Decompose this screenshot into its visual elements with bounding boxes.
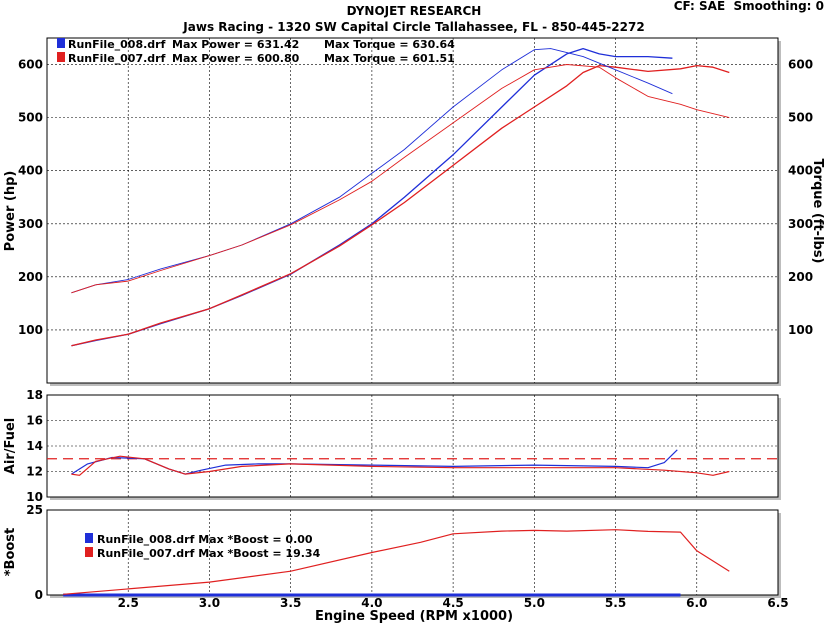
legend-torque-007: Max Torque = 601.51 xyxy=(324,52,455,65)
y-axis-title: Power (hp) xyxy=(3,171,18,252)
power-torque-panel: 100 100 200 200 300 300 400 400 500 500 600 600 Powe… xyxy=(3,37,825,386)
y-tick-label: 25 xyxy=(26,503,43,517)
y2-tick-label: 200 xyxy=(788,270,813,284)
legend-power-007: Max Power = 600.80 xyxy=(172,52,300,65)
y2-tick-label: 500 xyxy=(788,111,813,125)
y-tick-label: 14 xyxy=(26,439,43,453)
boost-legend-swatch-007 xyxy=(85,547,93,557)
boost-frame xyxy=(46,509,779,596)
y2-tick-label: 300 xyxy=(788,217,813,231)
y-tick-label: 0 xyxy=(35,588,43,602)
y2-tick-label: 400 xyxy=(788,164,813,178)
settings-label: CF: SAE Smoothing: 0 xyxy=(674,0,824,13)
y2-tick-label: 100 xyxy=(788,323,813,337)
y-tick-label: 300 xyxy=(18,217,43,231)
boost-legend: RunFile_008.drf Max *Boost = 0.00 RunFil… xyxy=(85,533,321,560)
series-power-line xyxy=(71,64,730,347)
chart-title: DYNOJET RESEARCH xyxy=(347,4,482,18)
boost-legend-008: RunFile_008.drf Max *Boost = 0.00 xyxy=(97,533,313,546)
series-runfile_007-drf-line xyxy=(63,529,730,595)
y2-tick-label: 600 xyxy=(788,58,813,72)
x-tick-label: 5.0 xyxy=(524,596,545,610)
legend-swatch-008 xyxy=(57,38,65,48)
y-tick-label: 600 xyxy=(18,58,43,72)
y-axis-title: *Boost xyxy=(3,528,18,577)
air-fuel-panel: 10 12 14 16 18 Air/Fuel xyxy=(3,388,781,504)
y2-axis-title: Torque (ft-lbs) xyxy=(810,158,825,263)
chart-subtitle: Jaws Racing - 1320 SW Capital Circle Tal… xyxy=(182,20,644,34)
x-tick-label: 3.5 xyxy=(280,596,301,610)
series-runfile_008-drf-line xyxy=(71,449,678,475)
x-tick-label: 4.0 xyxy=(361,596,382,610)
y-tick-label: 500 xyxy=(18,111,43,125)
series-torque-line xyxy=(71,64,730,294)
x-tick-label: 6.5 xyxy=(767,596,788,610)
series-runfile_007-drf-line xyxy=(71,455,730,476)
y-tick-label: 200 xyxy=(18,270,43,284)
x-tick-label: 3.0 xyxy=(199,596,220,610)
boost-legend-007: RunFile_007.drf Max *Boost = 19.34 xyxy=(97,547,321,560)
y-axis-title: Air/Fuel xyxy=(3,418,18,474)
legend-file-007: RunFile_007.drf xyxy=(68,52,166,65)
legend-power-008: Max Power = 631.42 xyxy=(172,38,299,51)
y-tick-label: 12 xyxy=(26,465,43,479)
series-torque-line xyxy=(71,48,673,294)
y-tick-label: 100 xyxy=(18,323,43,337)
y-tick-label: 18 xyxy=(26,388,43,402)
x-axis-title: Engine Speed (RPM x1000) xyxy=(315,609,513,624)
boost-legend-swatch-008 xyxy=(85,533,93,543)
legend-swatch-007 xyxy=(57,52,65,62)
legend-file-008: RunFile_008.drf xyxy=(68,38,166,51)
y-tick-label: 400 xyxy=(18,164,43,178)
boost-panel: 0 25 *Boost 2.5 3.0 3.5 4.0 4.5 5.0 5.5 6.0 6.5 Engi… xyxy=(3,503,789,624)
x-tick-label: 6.0 xyxy=(686,596,707,610)
x-tick-label: 4.5 xyxy=(442,596,463,610)
legend-torque-008: Max Torque = 630.64 xyxy=(324,38,455,51)
power-torque-frame xyxy=(46,37,779,384)
top-legend: RunFile_008.drf Max Power = 631.42 Max T… xyxy=(57,38,455,65)
y-tick-label: 10 xyxy=(26,490,43,504)
x-tick-label: 2.5 xyxy=(118,596,139,610)
y-tick-label: 16 xyxy=(26,414,43,428)
x-tick-label: 5.5 xyxy=(605,596,626,610)
